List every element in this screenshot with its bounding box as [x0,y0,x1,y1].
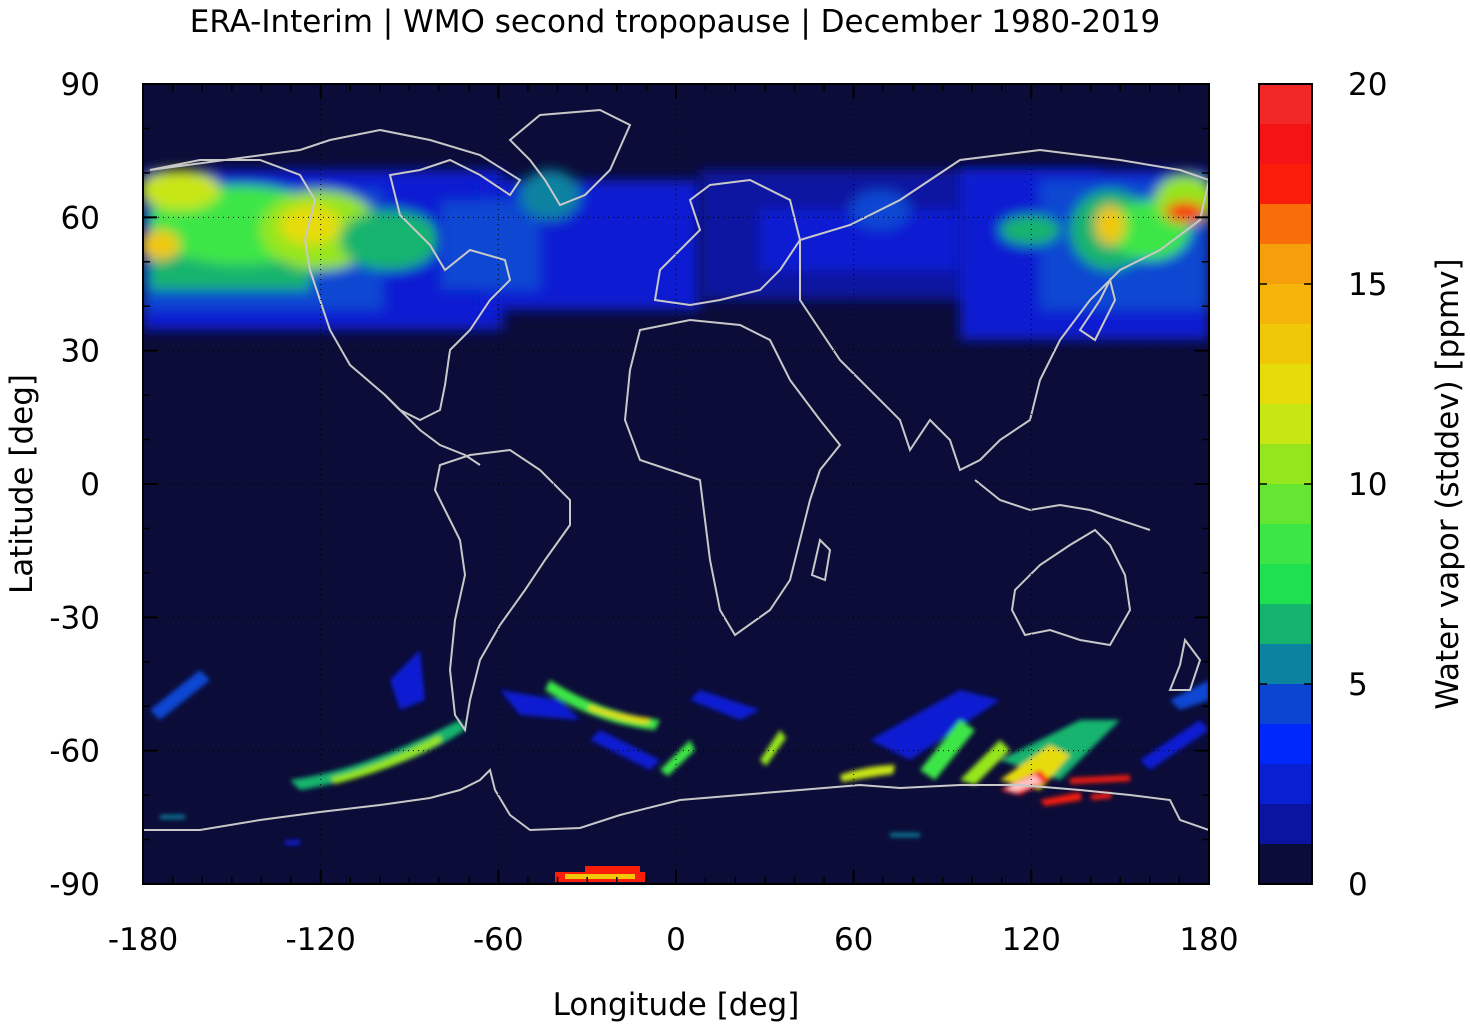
colorbar-segment [1259,724,1312,764]
y-axis-label: Latitude [deg] [4,374,40,594]
y-tick-label: -60 [49,734,100,770]
colorbar-segment [1259,244,1312,284]
colorbar-segment [1259,844,1312,884]
coastline-south-america [433,448,571,733]
colorbar [1259,83,1312,885]
coastline-greenland [508,108,632,207]
x-tick-label: 120 [1002,922,1061,958]
colorbar-tick-label: 5 [1348,667,1368,703]
y-tick-label: 0 [80,467,100,503]
colorbar-tick-label: 10 [1348,467,1387,503]
x-tick-label: 60 [834,922,873,958]
southern-ocean-streaks [150,650,1209,845]
chart-title: ERA-Interim | WMO second tropopause | De… [190,4,1160,40]
colorbar-label: Water vapor (stddev) [ppmv] [1430,258,1466,709]
colorbar-segment [1259,564,1312,604]
coastline-japan [1078,277,1117,342]
plot-grid [143,84,1209,884]
x-axis-label: Longitude [deg] [553,987,800,1023]
y-tick-label: -30 [49,600,100,636]
colorbar-segment [1259,204,1312,244]
colorbar-segment [1259,124,1312,164]
x-tick-label: -180 [108,922,178,958]
y-tick-labels: 90 60 30 0 -30 -60 -90 [49,67,100,903]
colorbar-segment [1259,284,1312,324]
coastline-new-zealand [1168,637,1202,691]
coastline-indonesia [974,479,1151,531]
north-atlantic-band [440,170,700,310]
coastline-north-america [149,128,522,422]
colorbar-segment [1259,164,1312,204]
colorbar-segment [1259,644,1312,684]
coastline-asia [799,148,1209,472]
coastline-africa [623,318,842,637]
colorbar-segment [1259,444,1312,484]
east-asia-pacific-band [960,170,1209,340]
x-tick-label: -120 [285,922,355,958]
colorbar-tick-label: 20 [1348,67,1387,103]
colorbar-tick-label: 15 [1348,267,1387,303]
coastline-antarctica [143,768,1209,832]
x-tick-label: 0 [666,922,686,958]
coastline-australia [1010,528,1132,647]
colorbar-segment [1259,84,1312,124]
x-tick-label: 180 [1179,922,1238,958]
colorbar-segment [1259,484,1312,524]
y-tick-label: -90 [49,867,100,903]
colorbar-tick-label: 0 [1348,867,1368,903]
colorbar-segment [1259,804,1312,844]
colorbar-segment [1259,684,1312,724]
coastline-central-america [384,394,481,466]
heatmap-layer [143,170,1209,882]
coastline-europe [653,178,802,307]
y-tick-label: 90 [61,67,100,103]
antarctic-plateau-spot [555,866,645,882]
x-tick-label: -60 [473,922,524,958]
colorbar-tick-labels: 0 5 10 15 20 [1348,67,1387,903]
colorbar-segment [1259,604,1312,644]
plot-frame [142,83,1210,885]
colorbar-segment [1259,324,1312,364]
x-tick-labels: -180 -120 -60 0 60 120 180 [108,922,1239,958]
colorbar-segment [1259,364,1312,404]
colorbar-frame [1258,83,1313,885]
colorbar-segment [1259,764,1312,804]
y-tick-label: 30 [61,334,100,370]
colorbar-segment [1259,404,1312,444]
y-tick-label: 60 [61,200,100,236]
coastlines [143,108,1209,832]
coastline-madagascar [810,538,832,582]
colorbar-segment [1259,524,1312,564]
